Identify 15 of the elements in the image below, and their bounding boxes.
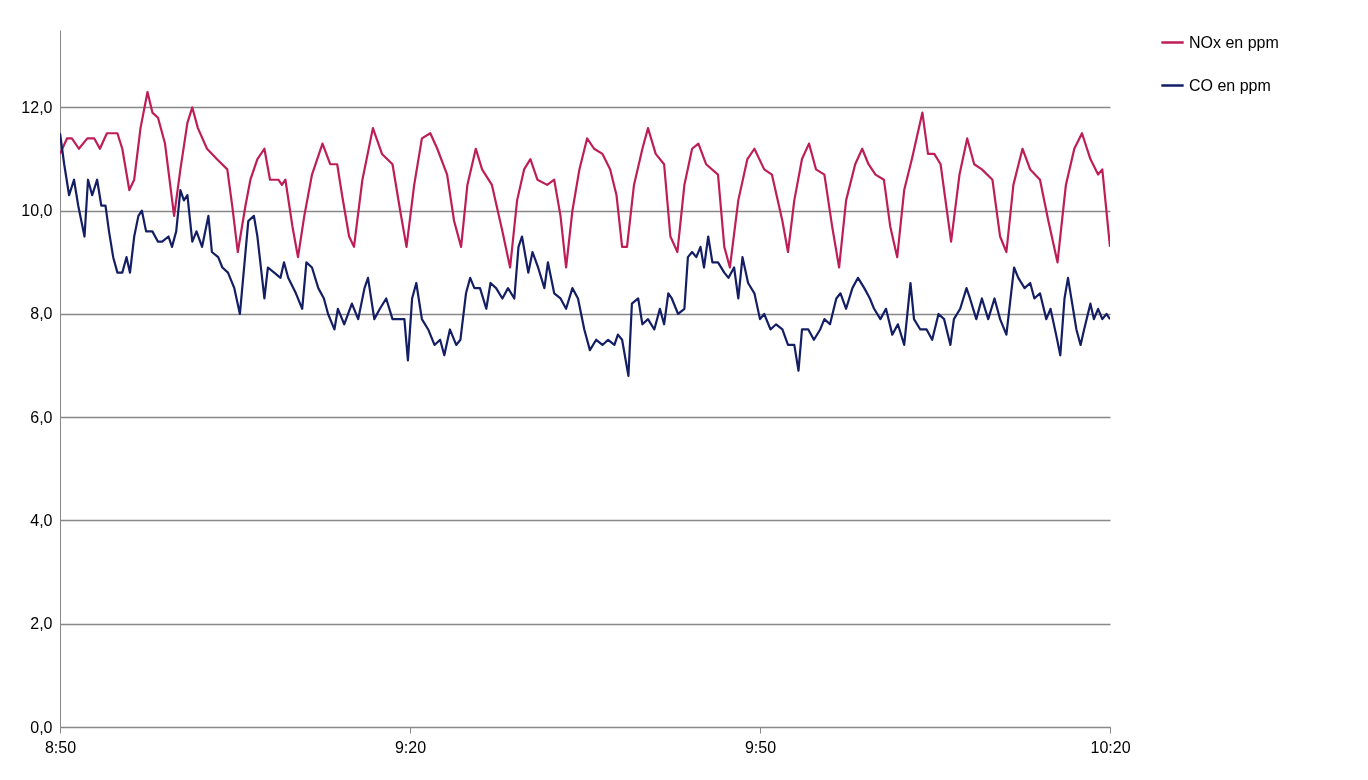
- y-tick-label: 0,0: [30, 718, 53, 736]
- y-tick-label: 2,0: [30, 615, 53, 633]
- y-tick-label: 10,0: [21, 202, 53, 220]
- line-series: [60, 90, 1110, 269]
- x-tick-label: 9:20: [394, 738, 427, 756]
- x-tick-label: 10:20: [1090, 738, 1131, 756]
- line-series: [60, 132, 1110, 378]
- y-tick-label: 12,0: [21, 98, 53, 116]
- y-tick-label: 8,0: [30, 305, 53, 323]
- x-tick-label: 8:50: [44, 738, 77, 756]
- x-tick-label: 9:50: [744, 738, 777, 756]
- legend-label: NOx en ppm: [1189, 33, 1279, 51]
- y-tick-label: 6,0: [30, 408, 53, 426]
- y-tick-label: 4,0: [30, 511, 53, 529]
- legend-label: CO en ppm: [1189, 76, 1271, 94]
